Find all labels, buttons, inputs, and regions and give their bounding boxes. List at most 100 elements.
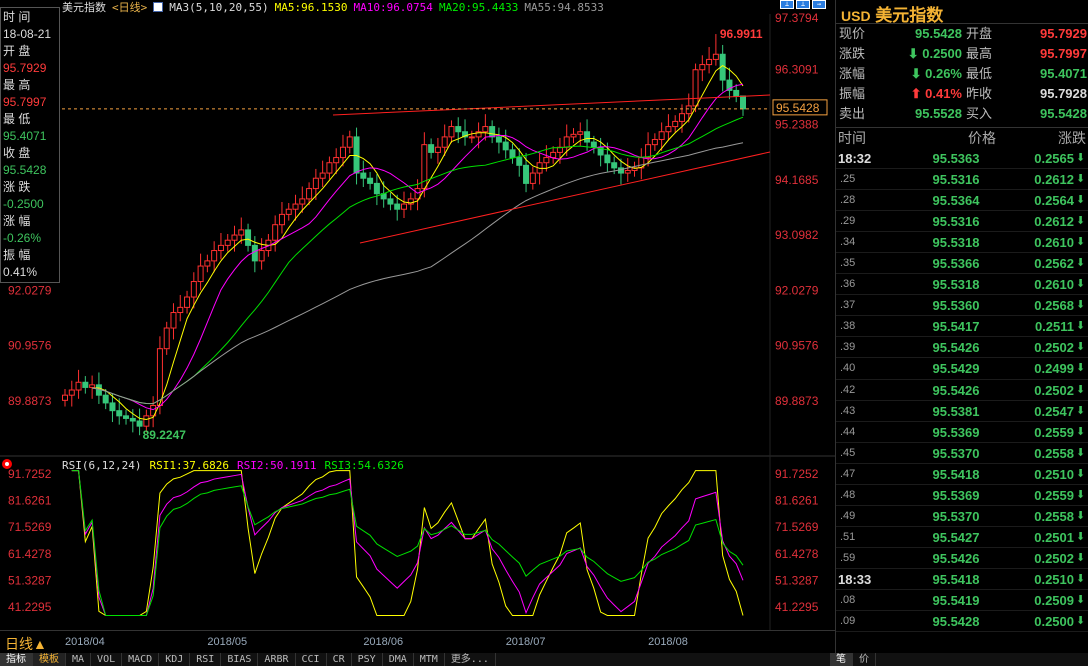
quote-v1: ⬆ 0.41% — [910, 86, 962, 101]
candle-body — [645, 144, 652, 159]
price-tick: 93.0982 — [775, 228, 819, 242]
rsi-tick-left: 71.5269 — [8, 520, 52, 534]
candle-body — [217, 244, 224, 252]
tick-row: .38 95.5417 0.2511 ⬇ — [836, 316, 1088, 338]
tab-6[interactable]: RSI — [190, 653, 222, 666]
quote-k2: 最低 — [966, 66, 993, 81]
quote-name: 美元指数 — [875, 6, 944, 25]
tab-8[interactable]: ARBR — [258, 653, 296, 666]
candle-body — [123, 415, 130, 419]
col-change: 涨跌 — [1058, 130, 1086, 146]
tick-row: .36 95.5318 0.2610 ⬇ — [836, 274, 1088, 296]
tick-list[interactable]: 18:32 95.5363 0.2565 ⬇ .25 95.5316 0.2612 ⬇ .28 9… — [836, 148, 1088, 633]
candle-body — [740, 95, 746, 110]
tick-row: .39 95.5426 0.2502 ⬇ — [836, 337, 1088, 359]
candle-body — [299, 198, 306, 205]
tab-11[interactable]: PSY — [352, 653, 383, 666]
candle-body — [102, 394, 109, 404]
rsi-tick: 81.6261 — [775, 494, 819, 508]
tick-change: 0.2510 — [1034, 466, 1074, 482]
tab-14[interactable]: 更多... — [445, 653, 496, 666]
tick-time: .49 — [840, 509, 856, 522]
candle-body — [665, 126, 672, 133]
ma-line-ma5 — [92, 65, 744, 420]
exit-icon[interactable]: → — [812, 0, 826, 9]
tab-3[interactable]: VOL — [91, 653, 123, 666]
tick-time: .48 — [840, 488, 856, 501]
tick-change: 0.2558 — [1034, 445, 1074, 461]
candle-body — [495, 136, 502, 143]
down-arrow-icon: ⬇ — [1076, 467, 1086, 480]
down-arrow-icon: ⬇ — [1076, 488, 1086, 501]
tick-change: 0.2511 — [1034, 319, 1074, 335]
tab-2[interactable]: MA — [66, 653, 92, 666]
candle-body — [177, 306, 184, 314]
tick-change: 0.2559 — [1034, 424, 1074, 440]
quote-v2: 95.7929 — [1040, 26, 1087, 41]
info-line: 95.7997 — [3, 95, 47, 109]
tick-time: .09 — [840, 615, 856, 628]
candle-body — [136, 420, 143, 427]
quote-table: 现价 95.5428 开盘 95.7929 涨跌 ⬇ 0.2500 最高 95.7997 涨幅 ⬇… — [836, 24, 1088, 128]
rsi-tick: 51.3287 — [775, 573, 819, 587]
candle-body — [401, 203, 407, 210]
info-line: 涨 幅 — [3, 214, 31, 228]
trendline-upper — [332, 94, 771, 116]
right-tab-0[interactable]: 笔 — [830, 653, 853, 666]
tick-price: 95.5426 — [932, 382, 980, 398]
tab-1[interactable]: 模板 — [33, 653, 66, 666]
tick-row: .59 95.5426 0.2502 ⬇ — [836, 548, 1088, 569]
candle-body — [570, 133, 577, 138]
candle-body — [556, 146, 563, 153]
rsi-line-rsi3 — [71, 470, 744, 617]
tab-13[interactable]: MTM — [414, 653, 445, 666]
tab-0[interactable]: 指标 — [0, 653, 33, 666]
instrument-name: 美元指数 — [62, 1, 106, 14]
rsi-tick: 61.4278 — [775, 547, 819, 561]
down-arrow-icon: ⬇ — [1076, 278, 1086, 291]
candle-body — [346, 136, 353, 148]
indicator-settings-icon[interactable] — [2, 459, 12, 469]
chart-canvas[interactable]: 97.3794 96.3091 95.2388 94.1685 93.0982 92.02… — [0, 0, 835, 630]
down-arrow-icon: ⬇ — [1076, 257, 1086, 270]
tab-5[interactable]: KDJ — [159, 653, 191, 666]
ma55-value: MA55:94.8533 — [524, 0, 604, 14]
tick-change: 0.2501 — [1034, 529, 1074, 545]
down-arrow-icon: ⬇ — [1076, 362, 1086, 375]
tab-7[interactable]: BIAS — [221, 653, 259, 666]
quote-v1: ⬇ 0.2500 — [907, 46, 962, 61]
tab-12[interactable]: DMA — [383, 653, 414, 666]
tick-row: .45 95.5370 0.2558 ⬇ — [836, 443, 1088, 464]
quote-v2: 95.7997 — [1040, 46, 1087, 61]
tab-4[interactable]: MACD — [122, 653, 160, 666]
tick-change: 0.2568 — [1034, 298, 1074, 314]
tab-10[interactable]: CR — [327, 653, 352, 666]
right-tab-1[interactable]: 价 — [853, 653, 876, 666]
candle-body — [509, 149, 516, 159]
tick-time: 18:32 — [838, 151, 872, 166]
quote-code: USD — [841, 8, 871, 24]
candle-body — [543, 157, 550, 164]
down-arrow-icon: ⬇ — [1076, 404, 1086, 417]
price-tick-left: 92.0279 — [8, 283, 52, 297]
tick-price: 95.5360 — [932, 298, 980, 314]
quote-k1: 现价 — [839, 26, 866, 41]
candle-body — [245, 229, 252, 246]
ma-indicator-icon[interactable] — [153, 2, 164, 12]
zoom-out-icon[interactable]: ⊥ — [796, 0, 810, 9]
date-tick: 2018/04 — [65, 636, 105, 648]
tick-row: .44 95.5369 0.2559 ⬇ — [836, 422, 1088, 443]
tick-row: 18:32 95.5363 0.2565 ⬇ — [836, 148, 1088, 170]
zoom-in-icon[interactable]: ⊥ — [780, 0, 794, 9]
down-arrow-icon: ⬇ — [1076, 173, 1086, 186]
tick-time: .40 — [840, 362, 856, 375]
candle-body — [590, 141, 597, 148]
tab-9[interactable]: CCI — [296, 653, 327, 666]
period-selector[interactable]: 日线▲ — [5, 636, 47, 652]
quote-title: USD 美元指数 — [836, 0, 1088, 25]
candle-body — [462, 131, 469, 138]
period-label[interactable]: <日线> — [112, 1, 148, 14]
tick-change: 0.2610 — [1034, 235, 1074, 251]
down-arrow-icon: ⬇ — [1076, 215, 1086, 228]
tick-time: .25 — [840, 173, 856, 186]
